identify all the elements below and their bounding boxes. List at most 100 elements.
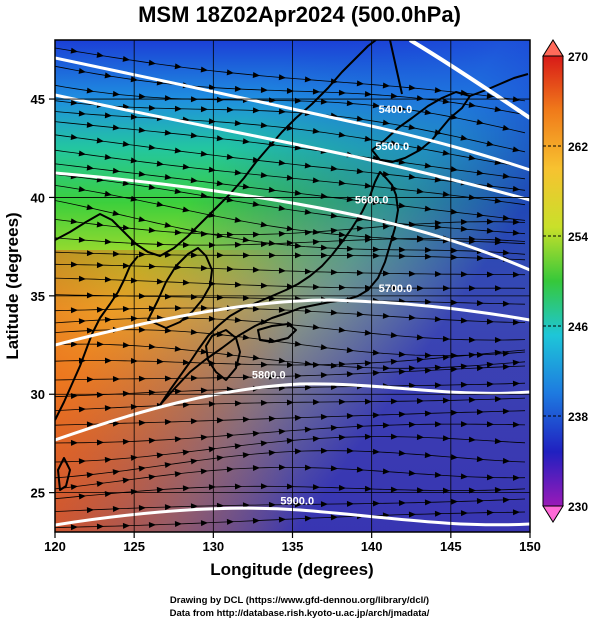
- wind-arrow: [78, 150, 86, 157]
- wind-arrow: [252, 354, 260, 361]
- wind-arrow: [112, 469, 120, 476]
- wind-arrow: [96, 391, 104, 398]
- wind-arrow: [442, 354, 450, 361]
- wind-arrow: [96, 480, 104, 487]
- wind-arrow: [164, 174, 172, 180]
- wind-arrow: [208, 315, 216, 322]
- wind-arrow: [86, 327, 94, 334]
- wind-arrow: [260, 241, 268, 248]
- wind-arrow: [398, 253, 406, 260]
- contour-label: 5600.0: [355, 194, 389, 206]
- wind-arrow: [364, 329, 372, 336]
- wind-arrow: [312, 177, 320, 184]
- coastline-kyushu: [205, 329, 241, 381]
- wind-arrow: [346, 500, 354, 507]
- wind-arrow: [260, 86, 268, 93]
- wind-arrow: [468, 336, 476, 343]
- wind-arrow: [486, 474, 494, 481]
- wind-arrow: [96, 523, 104, 530]
- wind-arrow: [460, 225, 468, 232]
- coastline-hokkaido: [371, 91, 471, 163]
- wind-arrow: [252, 305, 260, 312]
- wind-arrow: [495, 285, 502, 292]
- wind-arrow: [460, 510, 468, 517]
- wind-arrow: [268, 186, 276, 193]
- wind-arrow: [226, 351, 234, 358]
- wind-arrow: [338, 326, 346, 333]
- wind-arrow: [268, 373, 276, 380]
- wind-arrow: [338, 89, 346, 96]
- wind-arrow: [469, 285, 476, 292]
- wind-arrow: [443, 285, 450, 292]
- coastline-china-east: [55, 255, 139, 421]
- wind-arrow: [226, 196, 234, 203]
- wind-arrow: [502, 408, 510, 415]
- wind-arrow: [104, 456, 112, 463]
- wind-arrow: [408, 124, 416, 130]
- wind-arrow: [468, 436, 476, 443]
- wind-arrow: [174, 436, 182, 443]
- coastline-japan-honshu: [159, 171, 399, 406]
- wind-arrow: [86, 87, 94, 94]
- wind-arrow: [104, 72, 112, 79]
- wind-arrow: [278, 74, 286, 81]
- wind-arrow: [200, 230, 208, 237]
- wind-arrow: [502, 214, 510, 221]
- wind-arrow: [226, 153, 234, 160]
- coastlines: [55, 40, 529, 491]
- wind-arrow: [104, 238, 112, 245]
- contour-label: 5400.0: [379, 104, 413, 116]
- streamline: [55, 263, 526, 276]
- wind-arrow: [338, 361, 346, 368]
- wind-arrow: [398, 105, 406, 112]
- x-tick-label: 150: [519, 539, 541, 554]
- credit-data-source: Data from http://database.rish.kyoto-u.a…: [169, 608, 430, 619]
- colorbar-tick-label: 246: [568, 320, 588, 334]
- wind-arrow: [122, 262, 130, 269]
- coastline-taiwan: [57, 457, 71, 491]
- wind-arrow: [86, 164, 94, 171]
- wind-arrow: [252, 517, 260, 524]
- wind-arrow: [104, 405, 112, 412]
- wind-arrow: [372, 246, 380, 253]
- contour-labels: 5400.0 5500.0 5600.0 5700.0 5800.0 5900.0: [252, 104, 412, 508]
- wind-arrow: [190, 418, 198, 425]
- wind-arrow: [424, 452, 432, 459]
- wind-arrow: [330, 424, 338, 431]
- streamline: [55, 307, 526, 323]
- wind-arrow: [200, 304, 208, 311]
- wind-arrow: [226, 69, 234, 76]
- wind-arrow: [112, 505, 120, 512]
- wind-arrow: [304, 268, 312, 275]
- wind-arrow: [294, 340, 302, 347]
- wind-arrow: [78, 67, 86, 74]
- wind-arrow: [486, 361, 494, 368]
- wind-arrow: [260, 172, 268, 179]
- wind-arrow: [408, 511, 416, 518]
- wind-arrow: [122, 305, 130, 312]
- wind-arrow: [164, 293, 172, 300]
- axis-ticks: 120 125 130 135 140 145 150 25 30 35 40 45: [31, 92, 541, 554]
- wind-arrow: [312, 399, 320, 406]
- wind-arrow: [398, 368, 406, 375]
- wind-arrow: [294, 252, 302, 259]
- wind-arrow: [442, 191, 450, 198]
- wind-arrow: [356, 115, 364, 122]
- wind-arrow: [304, 229, 312, 236]
- wind-arrow: [460, 363, 468, 370]
- streamline: [55, 84, 526, 134]
- wind-arrow: [242, 452, 250, 459]
- contour-5500: [55, 93, 530, 202]
- wind-arrow: [390, 433, 398, 440]
- wind-arrow: [86, 376, 94, 383]
- wind-arrow: [416, 397, 424, 404]
- wind-arrow: [122, 224, 130, 231]
- wind-arrow: [78, 406, 86, 413]
- wind-arrow: [174, 521, 182, 528]
- wind-arrow: [408, 365, 416, 372]
- wind-arrow: [138, 127, 146, 133]
- wind-arrow: [216, 374, 224, 381]
- wind-arrow: [260, 440, 268, 447]
- wind-arrow: [364, 135, 372, 142]
- wind-arrow: [200, 265, 208, 272]
